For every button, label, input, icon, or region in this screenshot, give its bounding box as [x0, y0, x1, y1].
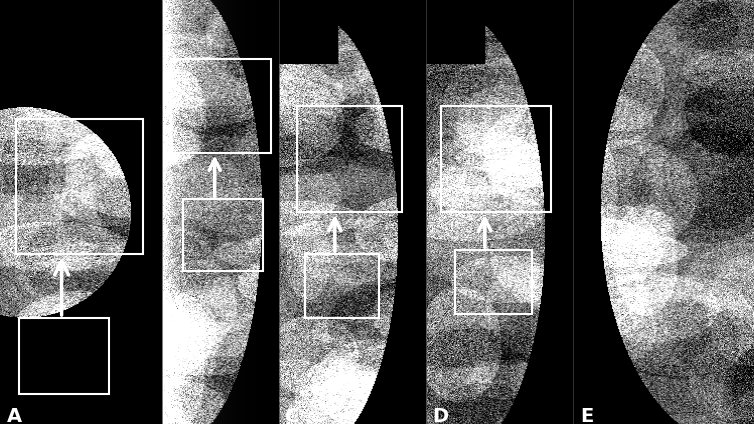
Text: A: A — [7, 407, 22, 424]
Bar — [17, 119, 143, 254]
Bar — [183, 199, 262, 271]
Bar — [440, 106, 551, 212]
Text: E: E — [581, 407, 593, 424]
Bar — [455, 250, 532, 314]
Bar — [20, 318, 109, 394]
Bar — [305, 254, 379, 318]
Bar — [171, 59, 271, 153]
Text: C: C — [285, 407, 299, 424]
Text: B: B — [167, 407, 182, 424]
Bar — [296, 106, 403, 212]
Text: D: D — [432, 407, 448, 424]
